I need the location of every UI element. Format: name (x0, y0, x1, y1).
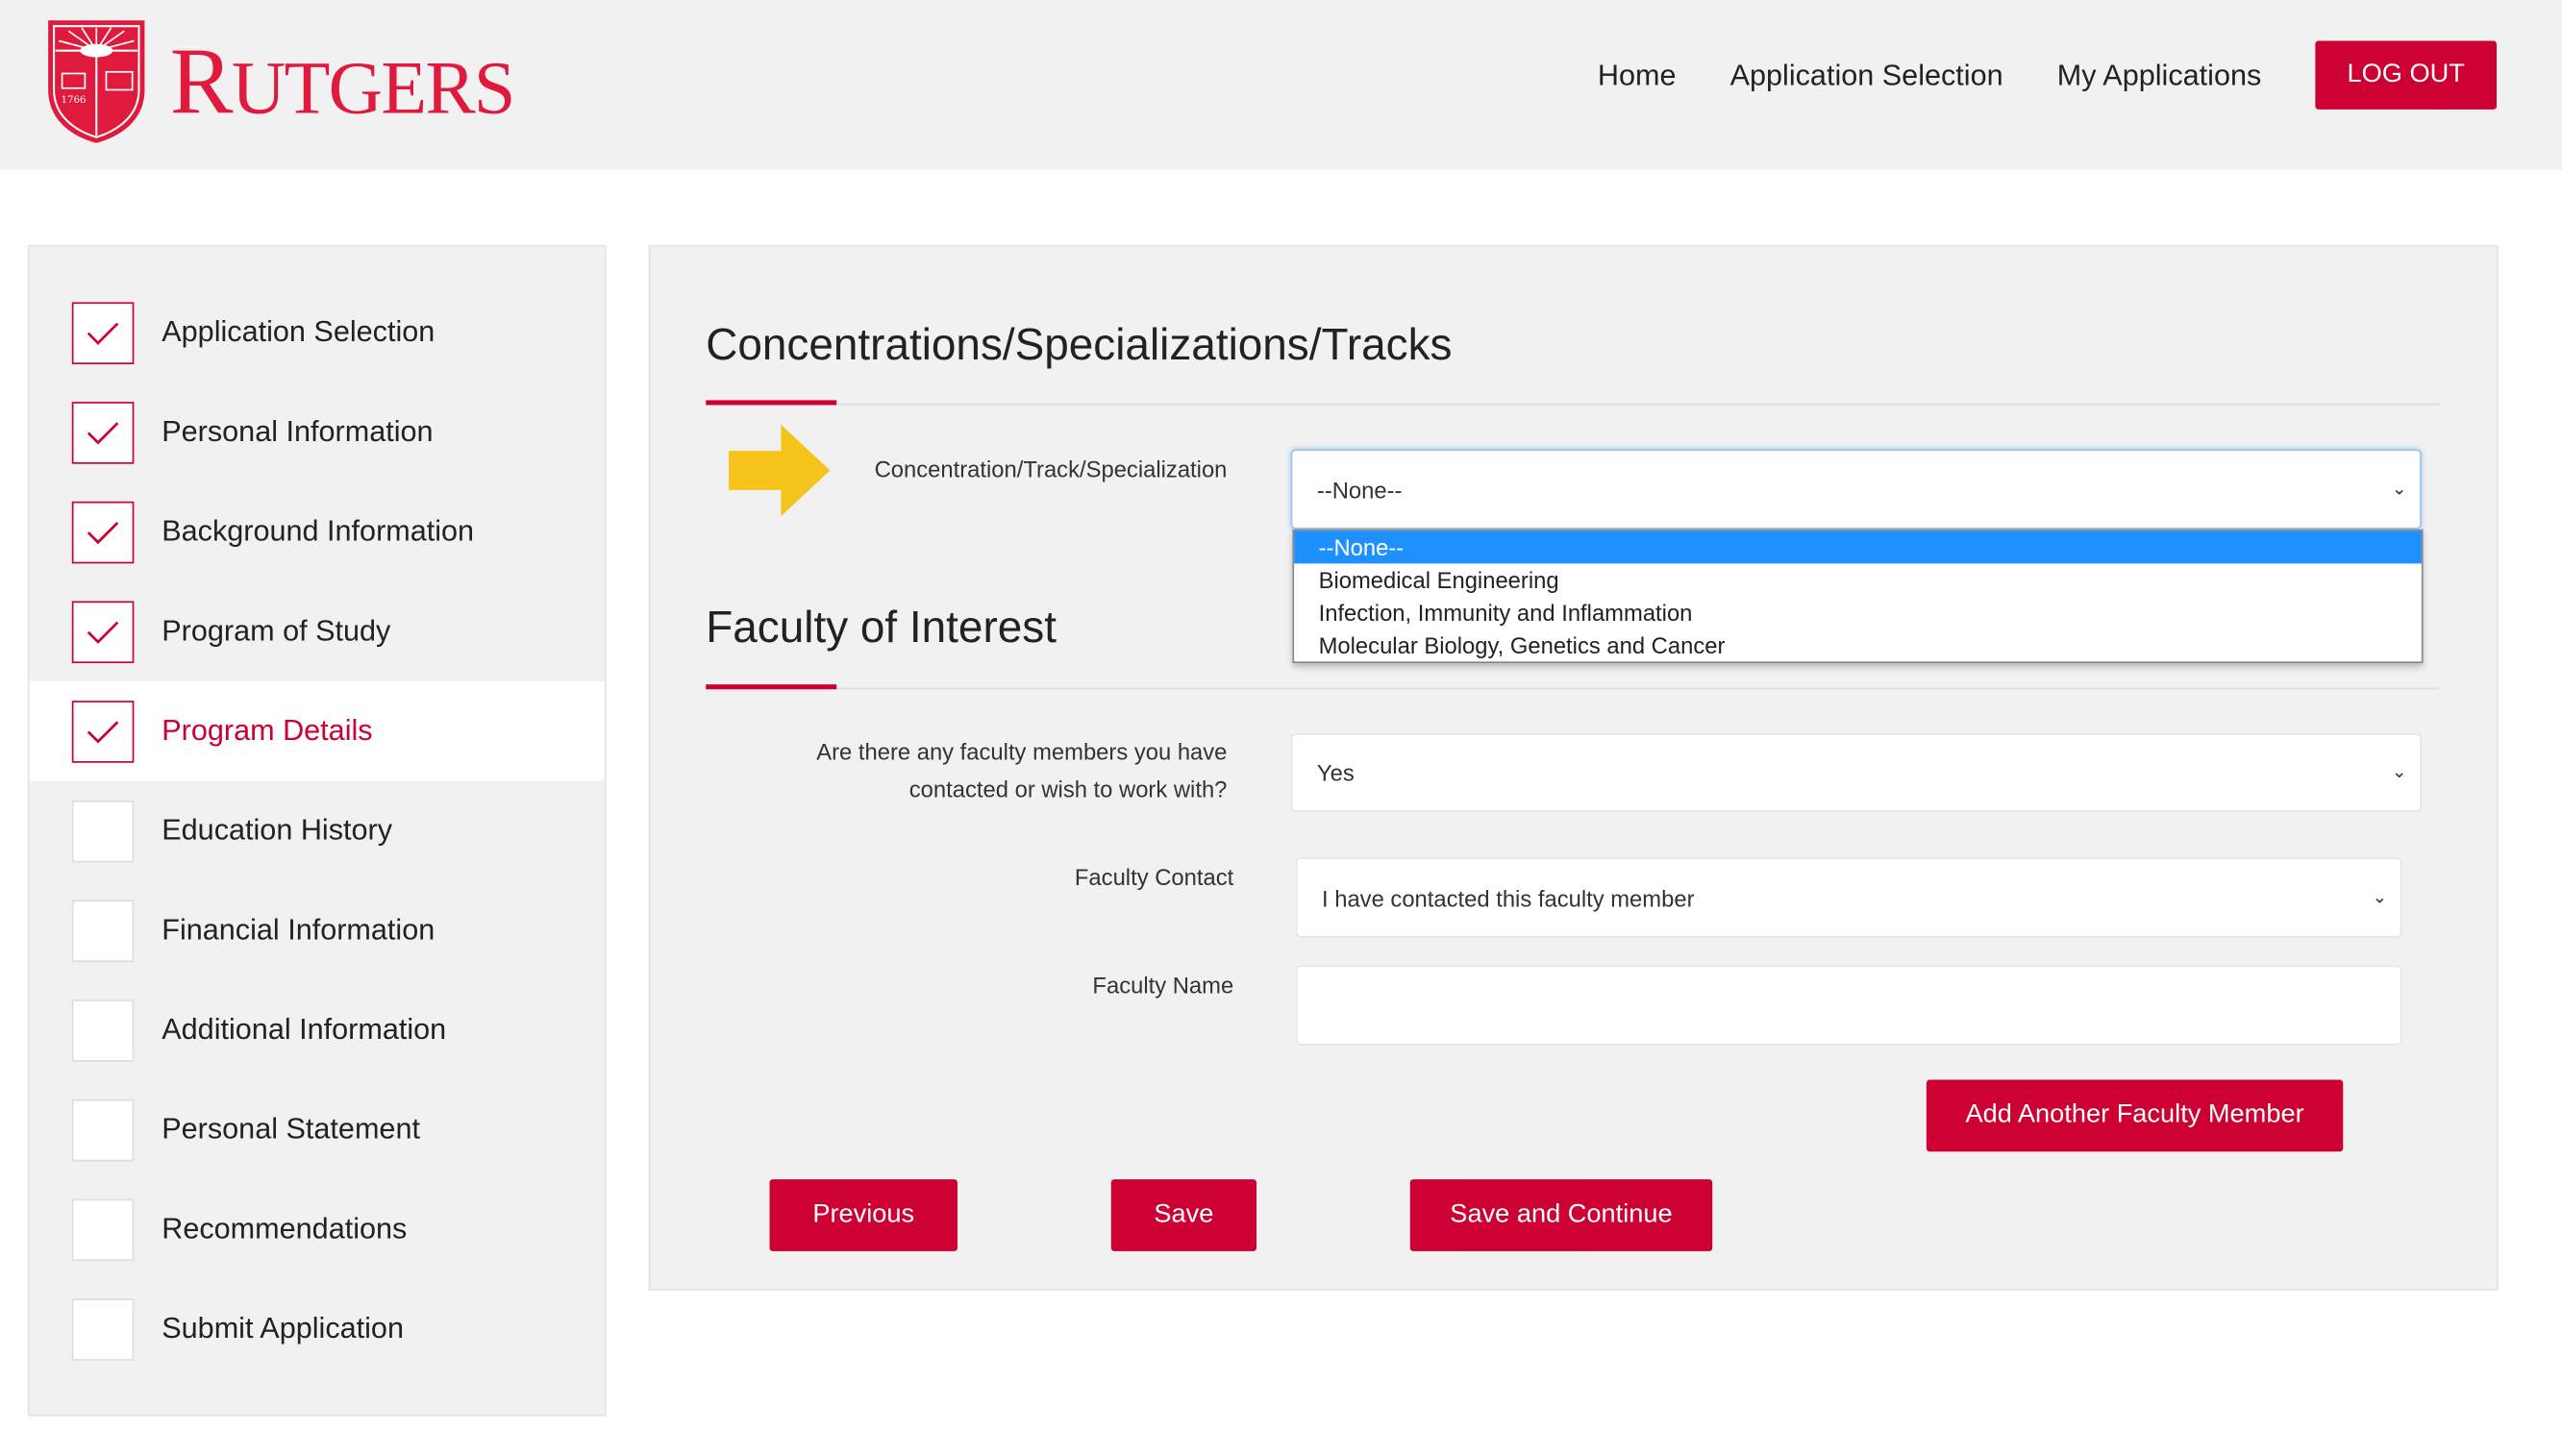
checkmark-icon (87, 521, 119, 544)
faculty-name-input[interactable] (1295, 965, 2402, 1046)
rutgers-shield-icon: 1766 (48, 20, 145, 143)
sidebar-step-label: Submit Application (162, 1311, 404, 1345)
section-divider (706, 400, 2440, 406)
rutgers-wordmark: RUTGERS (169, 27, 516, 135)
checkbox-checked-icon (71, 301, 135, 364)
sidebar-step[interactable]: Program of Study (30, 581, 605, 681)
section-title-concentrations: Concentrations/Specializations/Tracks (706, 320, 1453, 370)
faculty-contact-select[interactable]: I have contacted this faculty member ⌄ (1295, 857, 2402, 938)
faculty-question-value: Yes (1316, 759, 1355, 786)
section-divider (706, 684, 2440, 690)
header: 1766 RUTGERS Home Application Selection … (0, 0, 2562, 170)
dropdown-option[interactable]: --None-- (1294, 531, 2422, 564)
checkbox-checked-icon (71, 600, 135, 663)
checkbox-checked-icon (71, 401, 135, 463)
checkbox-empty-icon (71, 1197, 135, 1261)
sidebar-step[interactable]: Application Selection (30, 283, 605, 383)
program-details-form: Concentrations/Specializations/Tracks Co… (648, 244, 2499, 1291)
sidebar-step-label: Personal Statement (162, 1112, 420, 1146)
checkbox-empty-icon (71, 1297, 135, 1360)
sidebar-step[interactable]: Personal Statement (30, 1079, 605, 1179)
checkbox-empty-icon (71, 799, 135, 862)
sidebar-step[interactable]: Background Information (30, 481, 605, 581)
concentration-select-value: --None-- (1316, 476, 1403, 503)
checkbox-empty-icon (71, 899, 135, 962)
sidebar-step[interactable]: Personal Information (30, 383, 605, 482)
checkbox-checked-icon (71, 700, 135, 762)
sidebar-step-label: Additional Information (162, 1012, 447, 1046)
rutgers-logo[interactable]: 1766 RUTGERS (46, 18, 516, 146)
dropdown-option[interactable]: Infection, Immunity and Inflammation (1318, 599, 1693, 626)
faculty-contact-label: Faculty Contact (1074, 864, 1234, 891)
sidebar-step[interactable]: Recommendations (30, 1179, 605, 1279)
add-faculty-member-button[interactable]: Add Another Faculty Member (1926, 1079, 2344, 1152)
logout-button[interactable]: LOG OUT (2315, 40, 2498, 110)
section-title-faculty: Faculty of Interest (706, 603, 1057, 653)
nav-application-selection[interactable]: Application Selection (1729, 58, 2003, 91)
faculty-name-label: Faculty Name (1092, 972, 1234, 999)
faculty-contact-value: I have contacted this faculty member (1321, 884, 1695, 911)
checkbox-checked-icon (71, 500, 135, 563)
faculty-question-select[interactable]: Yes ⌄ (1290, 733, 2422, 812)
checkmark-icon (87, 620, 119, 644)
sidebar-step[interactable]: Education History (30, 780, 605, 880)
sidebar-step-label: Education History (162, 813, 393, 847)
sidebar-step[interactable]: Financial Information (30, 880, 605, 980)
sidebar-step-label: Background Information (162, 514, 475, 548)
svg-text:1766: 1766 (62, 95, 87, 106)
chevron-down-icon: ⌄ (2391, 479, 2407, 499)
nav-my-applications[interactable]: My Applications (2056, 58, 2262, 91)
chevron-down-icon: ⌄ (2391, 762, 2407, 782)
sidebar-step[interactable]: Submit Application (30, 1279, 605, 1379)
sidebar-step[interactable]: Additional Information (30, 980, 605, 1080)
sidebar-step-label: Program of Study (162, 614, 391, 648)
nav-home[interactable]: Home (1597, 58, 1677, 91)
checkmark-icon (87, 421, 119, 444)
previous-button[interactable]: Previous (769, 1179, 958, 1251)
dropdown-option[interactable]: Molecular Biology, Genetics and Cancer (1318, 631, 1726, 658)
concentration-dropdown-list: --None-- Biomedical Engineering Infectio… (1292, 529, 2424, 664)
checkmark-icon (87, 321, 119, 344)
concentration-label: Concentration/Track/Specialization (874, 456, 1228, 482)
faculty-question-label: Are there any faculty members you have c… (816, 738, 1228, 802)
checkbox-empty-icon (71, 1098, 135, 1161)
yellow-arrow-icon (729, 424, 831, 517)
dropdown-option[interactable]: Biomedical Engineering (1318, 566, 1559, 593)
sidebar-step-label: Financial Information (162, 913, 435, 947)
checkbox-empty-icon (71, 999, 135, 1061)
concentration-select[interactable]: --None-- ⌄ (1290, 449, 2422, 530)
sidebar-step[interactable]: Program Details (29, 680, 605, 781)
save-and-continue-button[interactable]: Save and Continue (1409, 1179, 1713, 1251)
sidebar-step-label: Recommendations (162, 1212, 408, 1246)
sidebar-step-label: Program Details (162, 713, 373, 747)
sidebar-step-label: Personal Information (162, 414, 434, 448)
application-steps-sidebar: Application Selection Personal Informatio… (27, 244, 607, 1417)
sidebar-step-label: Application Selection (162, 315, 435, 349)
top-nav: Home Application Selection My Applicatio… (1597, 40, 2498, 110)
checkmark-icon (87, 720, 119, 743)
save-button[interactable]: Save (1110, 1179, 1257, 1251)
chevron-down-icon: ⌄ (2372, 887, 2388, 907)
